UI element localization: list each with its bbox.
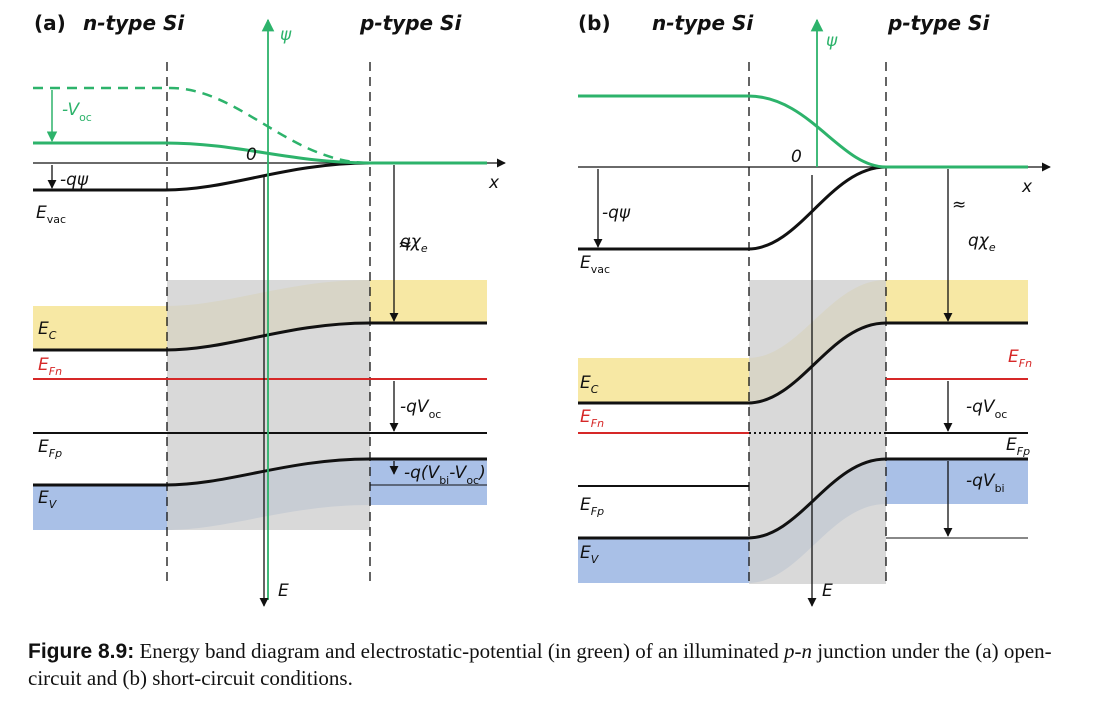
panel-b-efp-right-label: EFp — [1006, 435, 1030, 458]
panel-b-evac-label: Evac — [580, 253, 610, 276]
potential-dark-dashed — [33, 86, 371, 165]
valence-band-edge — [578, 457, 1028, 540]
panel-a-voc-label: -Voc — [62, 100, 92, 124]
panel-b-e-label: E — [822, 581, 833, 601]
panel-b-n-label: n-type Si — [652, 11, 754, 35]
panel-b-efn-right-label: EFn — [1008, 347, 1032, 370]
panel-a: (a) n-type Si p-type Si ψ x E 0 ≈ -Voc -… — [33, 11, 506, 607]
caption-text-1: Energy band diagram and electrostatic-po… — [134, 639, 784, 663]
panel-a-n-label: n-type Si — [83, 11, 185, 35]
vacuum-level — [578, 165, 1028, 251]
band-diagram-figure: (a) n-type Si p-type Si ψ x E 0 ≈ -Voc -… — [33, 11, 1051, 607]
panel-a-psi-label: ψ — [280, 25, 292, 45]
panel-a-q-chi-label: qχe — [400, 232, 428, 255]
panel-a-p-label: p-type Si — [359, 11, 462, 35]
panel-b-x-label: x — [1021, 177, 1033, 197]
panel-a-break-mark: ≈ — [398, 235, 412, 255]
panel-a-efn-label: EFn — [38, 355, 62, 378]
caption-text-2: junction under the (a) open-circuit and … — [28, 639, 1052, 690]
panel-a-q-psi-label: -qψ — [60, 170, 89, 190]
panel-b-ev-label: EV — [580, 543, 600, 566]
panel-a-q-voc-label: -qVoc — [400, 397, 441, 421]
conduction-band-edge — [33, 321, 487, 352]
caption-label: Figure 8.9: — [28, 640, 135, 663]
valence-band-edge — [33, 457, 487, 487]
panel-a-x-label: x — [488, 173, 500, 193]
panel-b-efp-left-label: EFp — [580, 495, 604, 518]
panel-b-q-psi-label: -qψ — [602, 203, 631, 223]
figure-caption: Figure 8.9: Energy band diagram and elec… — [28, 638, 1088, 692]
panel-b-ec-label: EC — [580, 373, 599, 396]
panel-a-e-label: E — [278, 581, 289, 601]
panel-b-origin: 0 — [791, 147, 802, 167]
potential-curve — [578, 94, 1028, 169]
panel-b-psi-label: ψ — [826, 31, 838, 51]
panel-b-q-chi-label: qχe — [968, 231, 996, 254]
potential-illuminated — [33, 141, 487, 165]
panel-b-q-voc-label: -qVoc — [966, 397, 1007, 421]
panel-b-tag: (b) — [578, 11, 611, 35]
panel-a-ec-label: EC — [38, 319, 57, 342]
panel-b: (b) n-type Si p-type Si ψ x E 0 ≈ -qψ Ev… — [578, 11, 1051, 607]
panel-b-break-mark: ≈ — [952, 195, 966, 215]
panel-a-evac-label: Evac — [36, 203, 66, 226]
conduction-band-edge — [578, 321, 1028, 405]
panel-a-ev-label: EV — [38, 488, 58, 511]
panel-b-q-vbi-label: -qVbi — [966, 471, 1005, 495]
panel-b-efn-left-label: EFn — [580, 407, 604, 430]
vacuum-level — [33, 161, 487, 192]
panel-a-origin: 0 — [246, 145, 257, 165]
panel-a-tag: (a) — [34, 11, 66, 35]
panel-a-vbi-voc-label: -q(Vbi-Voc) — [404, 463, 486, 487]
panel-a-efp-label: EFp — [38, 437, 62, 460]
caption-pn: p-n — [784, 639, 812, 663]
panel-b-p-label: p-type Si — [887, 11, 990, 35]
